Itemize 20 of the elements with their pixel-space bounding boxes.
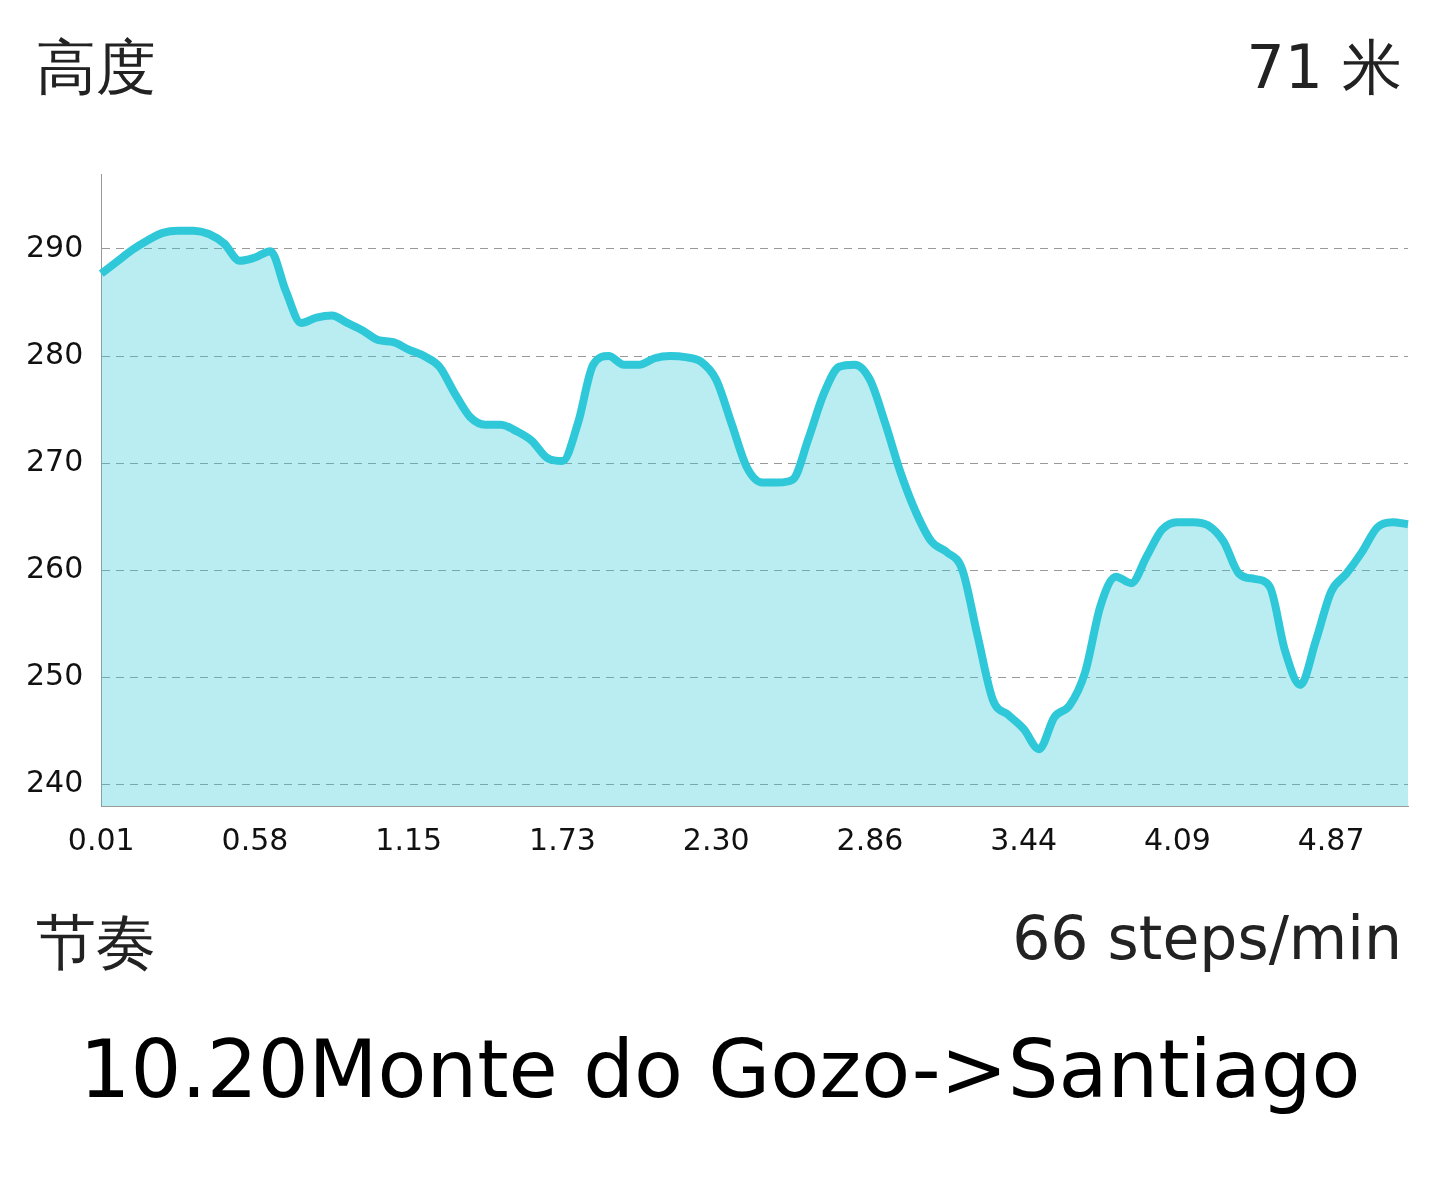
text: 10.20Monte do Gozo->Santiago (78, 1023, 1362, 1116)
x-tick-label: 4.09 (1144, 821, 1211, 857)
text: 节奏 (36, 906, 156, 979)
y-tick-label: 290 (26, 228, 84, 264)
x-tick-label: 0.01 (67, 821, 135, 857)
y-tick-label: 270 (26, 443, 84, 479)
x-tick-label: 1.73 (529, 821, 596, 857)
y-tick-label: 240 (26, 764, 84, 800)
y-tick-label: 250 (26, 657, 84, 693)
x-tick-label: 1.15 (375, 821, 443, 857)
x-tick-label: 2.86 (836, 821, 904, 857)
chart-subtitle: 71 米 (1246, 31, 1402, 104)
x-tick-label: 2.30 (682, 821, 750, 857)
chart-title: 高度 (36, 31, 156, 104)
y-tick-label: 260 (26, 550, 84, 586)
x-tick-label: 3.44 (990, 821, 1058, 857)
x-tick-label: 4.87 (1297, 821, 1365, 857)
text: 66 steps/min (1012, 903, 1402, 975)
y-tick-label: 280 (26, 335, 84, 371)
x-tick-label: 0.58 (221, 821, 289, 857)
